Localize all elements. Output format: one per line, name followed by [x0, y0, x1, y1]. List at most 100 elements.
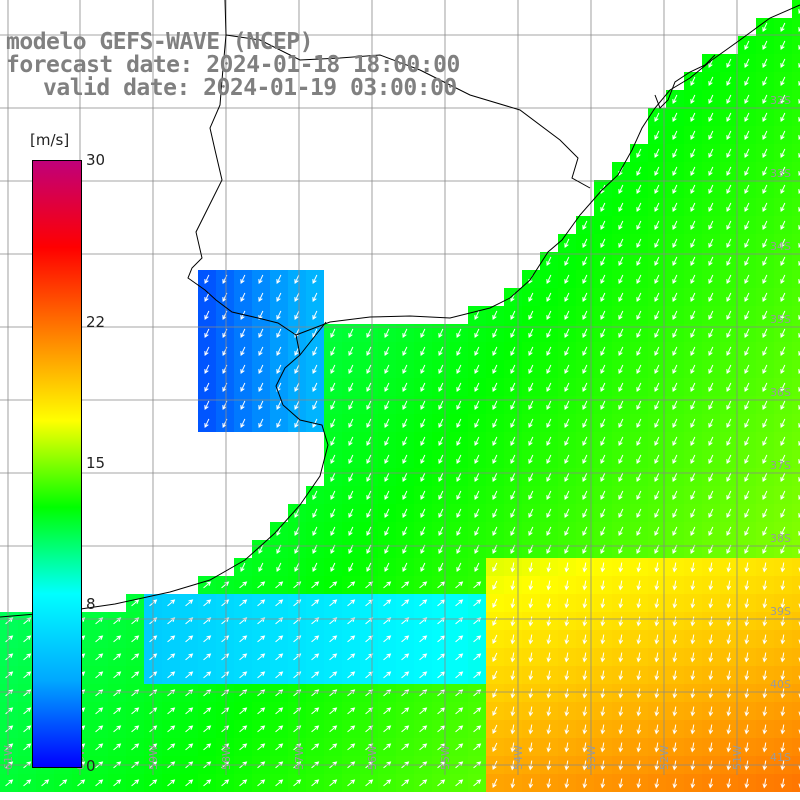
wind-arrow	[365, 653, 374, 661]
wind-arrow	[708, 688, 714, 699]
wind-arrow	[582, 670, 588, 681]
wind-arrow	[167, 635, 176, 643]
wind-arrow	[798, 621, 800, 627]
wind-arrow	[347, 725, 356, 733]
wind-arrow	[744, 310, 750, 321]
wind-arrow	[690, 202, 696, 213]
latitude-label: 35S	[770, 313, 791, 326]
wind-arrow	[654, 490, 660, 501]
wind-arrow	[365, 707, 374, 715]
wind-arrow	[780, 634, 786, 645]
wind-arrow	[798, 783, 800, 789]
wind-arrow	[275, 671, 284, 679]
wind-arrow	[546, 364, 552, 375]
wind-arrow	[510, 418, 516, 429]
wind-arrow	[564, 382, 570, 393]
wind-arrow	[708, 616, 714, 627]
wind-arrow	[401, 707, 410, 715]
wind-arrow	[672, 94, 678, 105]
wind-arrow	[546, 634, 552, 645]
wind-arrow	[726, 652, 732, 663]
wind-arrow	[600, 562, 606, 573]
wind-arrow	[672, 130, 678, 141]
wind-arrow	[690, 598, 696, 609]
wind-arrow	[239, 599, 248, 607]
wind-arrow	[510, 400, 516, 411]
wind-arrow	[780, 598, 786, 609]
wind-arrow	[744, 418, 750, 429]
wind-arrow	[564, 436, 570, 447]
wind-arrow	[546, 382, 552, 393]
wind-arrow	[528, 292, 534, 303]
wind-arrow	[690, 652, 696, 663]
wind-arrow	[654, 526, 660, 537]
wind-arrow	[113, 779, 122, 787]
wind-arrow	[492, 490, 498, 501]
wind-arrow	[564, 472, 570, 483]
wind-arrow	[672, 652, 678, 663]
wind-arrow	[474, 562, 480, 573]
wind-arrow	[492, 598, 498, 609]
wind-speed-cell	[792, 198, 800, 216]
wind-arrow	[528, 328, 534, 339]
wind-arrow	[276, 292, 282, 303]
wind-arrow	[708, 274, 714, 285]
wind-arrow	[636, 148, 642, 159]
wind-arrow	[366, 328, 372, 339]
wind-arrow	[131, 779, 140, 787]
wind-arrow	[798, 675, 800, 681]
latitude-label: 33S	[770, 167, 791, 180]
wind-arrow	[762, 166, 768, 177]
wind-arrow	[258, 418, 264, 429]
wind-arrow	[618, 400, 624, 411]
wind-arrow	[293, 779, 302, 787]
wind-arrow	[473, 635, 482, 643]
wind-arrow	[690, 112, 696, 123]
wind-arrow	[330, 418, 336, 429]
wind-arrow	[600, 436, 606, 447]
wind-arrow	[780, 292, 786, 303]
wind-arrow	[131, 671, 140, 679]
wind-arrow	[401, 779, 410, 787]
wind-arrow	[798, 567, 800, 573]
wind-arrow	[455, 671, 464, 679]
wind-arrow	[708, 346, 714, 357]
wind-arrow	[275, 743, 284, 751]
longitude-labels: 61W60W59W58W57W56W55W54W53W52W51W	[2, 745, 744, 770]
wind-arrow	[744, 688, 750, 699]
wind-arrow	[726, 742, 732, 753]
wind-arrow	[582, 400, 588, 411]
coastline-rio-de-la-plata-north	[295, 4, 800, 336]
wind-arrow	[546, 346, 552, 357]
wind-arrow	[690, 148, 696, 159]
wind-arrow	[329, 581, 338, 589]
wind-arrow	[762, 292, 768, 303]
wind-arrow	[492, 454, 498, 465]
wind-arrow	[528, 346, 534, 357]
wind-arrow	[528, 580, 534, 591]
wind-arrow	[672, 166, 678, 177]
latitude-label: 34S	[770, 240, 791, 253]
wind-arrow	[600, 238, 606, 249]
wind-arrow	[654, 778, 660, 789]
wind-arrow	[726, 310, 732, 321]
wind-arrow	[239, 707, 248, 715]
wind-arrow	[636, 778, 642, 789]
wind-arrow	[510, 364, 516, 375]
wind-arrow	[402, 562, 408, 573]
wind-arrow	[473, 671, 482, 679]
wind-arrow	[762, 706, 768, 717]
wind-arrow	[401, 599, 410, 607]
wind-arrow	[384, 508, 390, 519]
coastline-lagoon	[654, 54, 716, 109]
wind-arrow	[420, 472, 426, 483]
wind-arrow	[600, 706, 606, 717]
wind-arrow	[167, 725, 176, 733]
wind-arrow	[582, 310, 588, 321]
wind-arrow	[762, 112, 768, 123]
wind-arrow	[113, 689, 122, 697]
wind-arrow	[455, 581, 464, 589]
wind-arrow	[131, 707, 140, 715]
wind-arrow	[312, 508, 318, 519]
wind-arrow	[708, 76, 714, 87]
